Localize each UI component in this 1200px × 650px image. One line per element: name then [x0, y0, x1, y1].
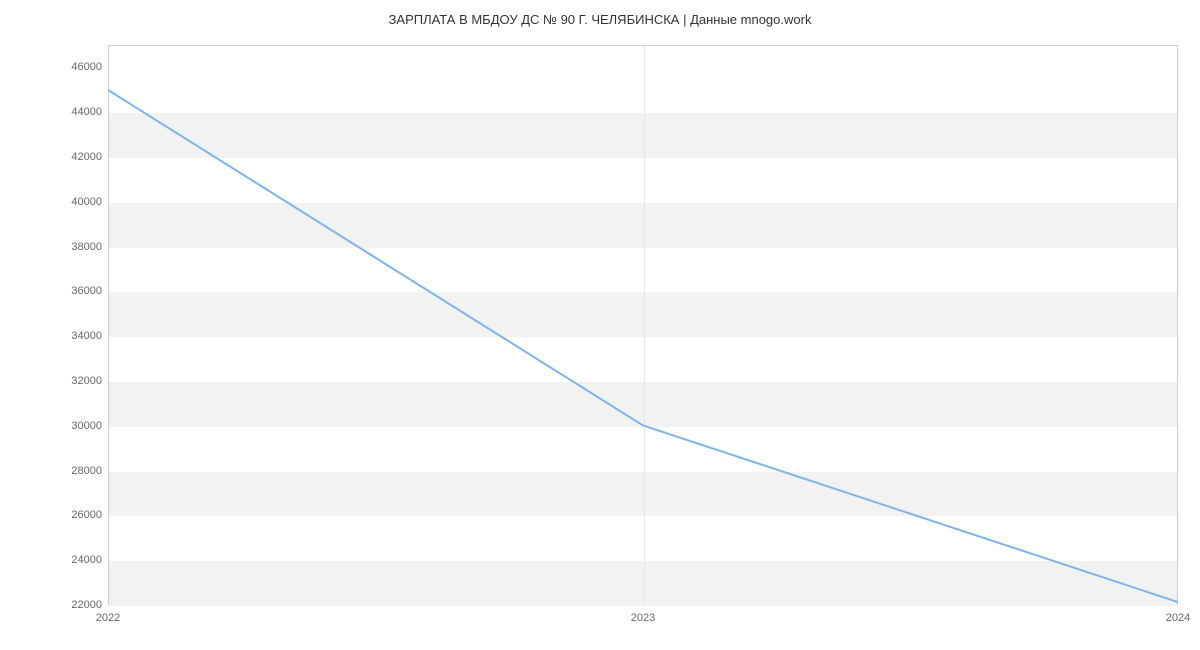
- y-tick-label: 26000: [71, 509, 102, 521]
- y-tick-label: 22000: [71, 599, 102, 611]
- plot-area: [108, 45, 1178, 605]
- chart-title: ЗАРПЛАТА В МБДОУ ДС № 90 Г. ЧЕЛЯБИНСКА |…: [0, 0, 1200, 27]
- y-tick-label: 44000: [71, 106, 102, 118]
- y-tick-label: 24000: [71, 554, 102, 566]
- y-tick-label: 32000: [71, 375, 102, 387]
- y-tick-label: 38000: [71, 241, 102, 253]
- y-tick-label: 34000: [71, 330, 102, 342]
- x-tick-label: 2022: [96, 612, 120, 624]
- y-tick-label: 40000: [71, 196, 102, 208]
- y-tick-label: 28000: [71, 465, 102, 477]
- x-tick-label: 2024: [1166, 612, 1190, 624]
- y-tick-label: 36000: [71, 285, 102, 297]
- y-tick-label: 46000: [71, 61, 102, 73]
- x-tick-label: 2023: [631, 612, 655, 624]
- line-series: [109, 46, 1177, 604]
- y-tick-label: 42000: [71, 151, 102, 163]
- y-tick-label: 30000: [71, 420, 102, 432]
- salary-chart: ЗАРПЛАТА В МБДОУ ДС № 90 Г. ЧЕЛЯБИНСКА |…: [0, 0, 1200, 650]
